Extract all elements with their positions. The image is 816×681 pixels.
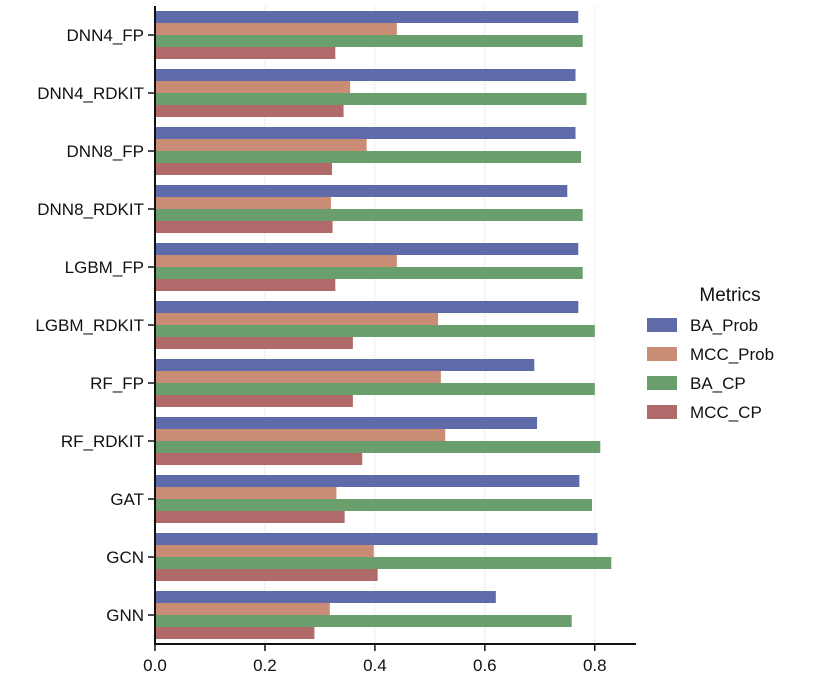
bar-ba-prob-rf-rdkit [155, 417, 538, 429]
bar-mcc-prob-rf-fp [155, 371, 441, 383]
bar-ba-prob-dnn4-fp [155, 11, 579, 23]
bar-ba-cp-dnn8-rdkit [155, 209, 583, 221]
bar-mcc-cp-dnn4-fp [155, 47, 336, 59]
bar-mcc-cp-gnn [155, 627, 315, 639]
bar-ba-prob-gnn [155, 591, 496, 603]
bar-ba-prob-lgbm-rdkit [155, 301, 579, 313]
bar-mcc-prob-lgbm-rdkit [155, 313, 439, 325]
bar-ba-cp-dnn4-rdkit [155, 93, 587, 105]
bar-ba-cp-rf-fp [155, 383, 595, 395]
y-tick-label: LGBM_RDKIT [35, 316, 144, 335]
legend: Metrics BA_Prob MCC_Prob BA_CP MCC_CP [647, 285, 774, 422]
legend-label: BA_Prob [690, 316, 758, 335]
bar-ba-prob-lgbm-fp [155, 243, 579, 255]
bar-mcc-cp-rf-fp [155, 395, 353, 407]
y-tick-label: GCN [106, 548, 144, 567]
y-tick-label: RF_RDKIT [61, 432, 144, 451]
legend-swatch [647, 376, 677, 390]
legend-swatch [647, 405, 677, 419]
bar-mcc-cp-rf-rdkit [155, 453, 363, 465]
y-tick-label: DNN8_RDKIT [37, 200, 144, 219]
bar-mcc-prob-dnn8-fp [155, 139, 367, 151]
bar-ba-cp-rf-rdkit [155, 441, 601, 453]
bar-ba-cp-gnn [155, 615, 572, 627]
legend-title: Metrics [699, 285, 760, 306]
bar-mcc-prob-rf-rdkit [155, 429, 446, 441]
legend-label: BA_CP [690, 374, 746, 393]
bar-mcc-cp-dnn8-fp [155, 163, 333, 175]
bar-ba-prob-dnn4-rdkit [155, 69, 576, 81]
bar-ba-prob-gcn [155, 533, 598, 545]
y-tick-label: DNN8_FP [67, 142, 144, 161]
x-tick-label: 0.0 [143, 656, 167, 675]
bar-ba-prob-dnn8-rdkit [155, 185, 568, 197]
x-tick-label: 0.6 [473, 656, 497, 675]
bar-ba-cp-lgbm-rdkit [155, 325, 595, 337]
y-tick-label: DNN4_RDKIT [37, 84, 144, 103]
y-tick-label: RF_FP [90, 374, 144, 393]
bar-ba-cp-gcn [155, 557, 612, 569]
bar-mcc-prob-dnn4-rdkit [155, 81, 351, 93]
bar-mcc-cp-lgbm-fp [155, 279, 336, 291]
bar-mcc-cp-gcn [155, 569, 378, 581]
bar-ba-prob-dnn8-fp [155, 127, 576, 139]
bar-mcc-cp-dnn8-rdkit [155, 221, 333, 233]
bars [155, 11, 612, 639]
bar-mcc-prob-dnn4-fp [155, 23, 397, 35]
legend-label: MCC_CP [690, 403, 762, 422]
bar-mcc-prob-lgbm-fp [155, 255, 397, 267]
bar-ba-prob-gat [155, 475, 580, 487]
bar-mcc-cp-dnn4-rdkit [155, 105, 344, 117]
bar-mcc-prob-dnn8-rdkit [155, 197, 331, 209]
axes: DNN4_FP DNN4_RDKIT DNN8_FP DNN8_RDKIT LGBM_F… [35, 6, 636, 675]
x-tick-label: 0.2 [253, 656, 277, 675]
x-tick-label: 0.8 [583, 656, 607, 675]
y-tick-label: GAT [110, 490, 144, 509]
bar-ba-cp-lgbm-fp [155, 267, 583, 279]
legend-swatch [647, 318, 677, 332]
bar-mcc-prob-gcn [155, 545, 374, 557]
bar-mcc-prob-gat [155, 487, 337, 499]
bar-ba-cp-dnn4-fp [155, 35, 583, 47]
y-tick-label: DNN4_FP [67, 26, 144, 45]
legend-label: MCC_Prob [690, 345, 774, 364]
bar-ba-cp-gat [155, 499, 593, 511]
y-tick-label: GNN [106, 606, 144, 625]
y-tick-label: LGBM_FP [65, 258, 144, 277]
bar-ba-prob-rf-fp [155, 359, 535, 371]
x-tick-label: 0.4 [363, 656, 387, 675]
bar-mcc-cp-gat [155, 511, 345, 523]
bar-mcc-cp-lgbm-rdkit [155, 337, 353, 349]
bar-mcc-prob-gnn [155, 603, 330, 615]
legend-swatch [647, 347, 677, 361]
bar-ba-cp-dnn8-fp [155, 151, 582, 163]
